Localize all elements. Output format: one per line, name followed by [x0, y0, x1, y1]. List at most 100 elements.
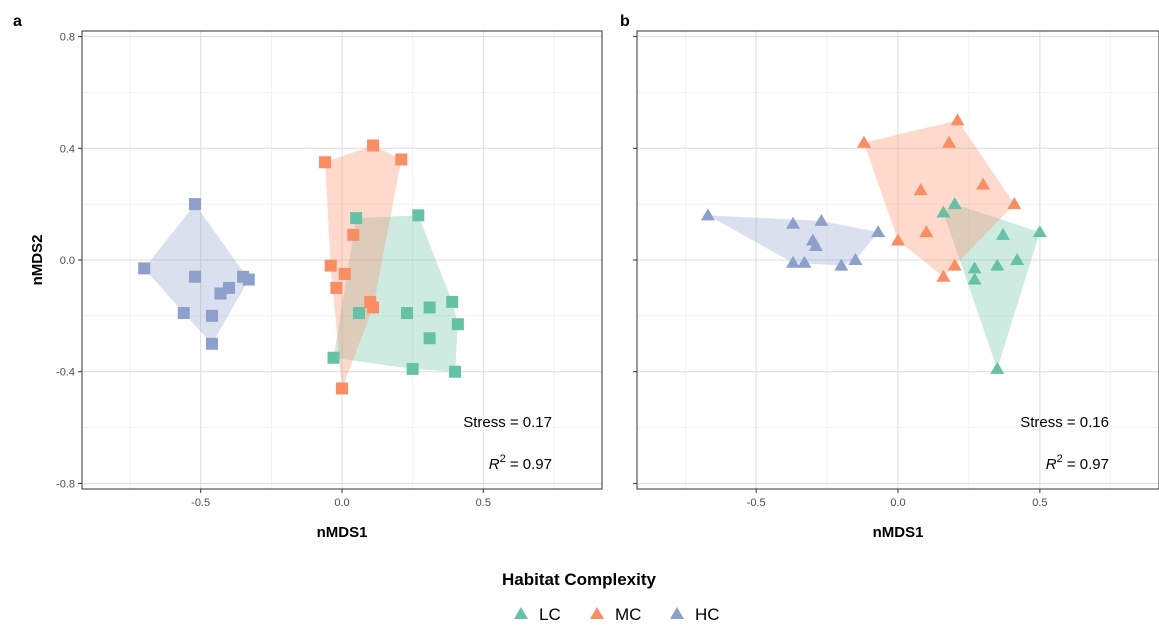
point-mc: [976, 177, 991, 190]
point-hc: [206, 337, 218, 350]
point-hc: [814, 213, 829, 226]
legend: Habitat Complexity LC MC HC: [502, 570, 720, 624]
point-mc: [856, 135, 871, 148]
point-lc: [350, 212, 363, 225]
point-hc: [138, 262, 151, 275]
point-mc: [395, 153, 408, 166]
panel-label: a: [13, 13, 22, 30]
point-mc: [336, 382, 348, 395]
x-tick-label: 0.0: [334, 497, 349, 509]
legend-item-mc: MC: [590, 605, 641, 624]
x-tick-label: 0.5: [1032, 497, 1047, 509]
x-axis: -0.5 0.0 0.5: [191, 489, 491, 509]
point-lc: [1010, 253, 1025, 265]
point-hc: [848, 253, 863, 265]
panel-label: b: [620, 13, 630, 30]
legend-marker-hc: [670, 607, 684, 619]
r2-annotation: R2 = 0.97: [489, 453, 552, 473]
r2-annotation: R2 = 0.97: [1046, 453, 1109, 473]
point-mc: [913, 183, 928, 196]
y-axis: -0.8 -0.4 0.0 0.4 0.8: [56, 32, 82, 490]
point-lc: [406, 362, 419, 375]
point-lc: [967, 261, 982, 274]
x-axis-title: nMDS1: [873, 524, 924, 541]
point-mc: [942, 135, 957, 148]
point-lc: [352, 307, 365, 320]
x-tick-label: -0.5: [747, 497, 766, 509]
point-lc: [990, 258, 1005, 271]
point-lc: [423, 301, 436, 314]
point-lc: [947, 197, 962, 210]
point-lc: [1032, 225, 1047, 238]
point-mc: [936, 269, 951, 282]
point-mc: [891, 233, 905, 246]
x-axis-title: nMDS1: [317, 524, 368, 541]
point-mc: [319, 156, 332, 169]
y-axis-title: nMDS2: [29, 235, 46, 286]
legend-label: MC: [615, 605, 641, 624]
point-lc: [327, 351, 340, 364]
point-mc: [324, 259, 337, 272]
point-hc: [786, 216, 801, 229]
point-mc: [338, 267, 351, 280]
point-lc: [451, 318, 464, 331]
grid: [82, 31, 602, 489]
point-mc: [1007, 197, 1022, 210]
stress-annotation: Stress = 0.16: [1020, 414, 1109, 431]
point-hc: [242, 273, 255, 286]
hull-mc: [863, 120, 1015, 277]
legend-items: LC MC HC: [514, 605, 720, 624]
hull-mc: [325, 145, 402, 389]
points: [700, 113, 1047, 374]
point-hc: [189, 270, 202, 283]
x-tick-label: -0.5: [191, 497, 210, 509]
legend-item-hc: HC: [670, 605, 720, 624]
x-tick-label: 0.5: [476, 497, 491, 509]
point-lc: [401, 307, 413, 320]
point-hc: [206, 309, 218, 322]
point-hc: [214, 287, 227, 300]
legend-label: LC: [539, 605, 561, 624]
point-hc: [808, 239, 823, 252]
grid: [637, 31, 1159, 489]
point-lc: [967, 272, 982, 285]
point-hc: [177, 307, 190, 320]
point-hc: [797, 255, 812, 268]
point-lc: [449, 365, 462, 378]
hull-lc: [943, 204, 1040, 369]
point-mc: [950, 113, 965, 126]
point-lc: [412, 209, 425, 222]
panel-b: -0.5 0.0 0.5 nMDS1 b Stress = 0.16 R2 = 0.97: [620, 13, 1159, 541]
point-hc: [786, 255, 801, 268]
point-lc: [936, 205, 951, 218]
point-lc: [446, 295, 459, 308]
y-tick-label: 0.4: [60, 143, 75, 155]
x-axis: -0.5 0.0 0.5: [747, 489, 1047, 509]
y-tick-label: -0.4: [56, 367, 75, 379]
legend-title: Habitat Complexity: [502, 570, 657, 589]
legend-marker-mc: [590, 607, 604, 619]
point-hc: [834, 258, 849, 271]
point-hc: [871, 225, 886, 238]
y-tick-label: 0.0: [60, 255, 75, 267]
legend-item-lc: LC: [514, 605, 561, 624]
legend-marker-lc: [514, 607, 528, 619]
panels: -0.5 0.0 0.5 -0.8 -0.4 0.0 0.4 0.8 nMDS1 nMDS2 a St…: [13, 13, 1159, 541]
stress-annotation: Stress = 0.17: [463, 414, 552, 431]
y-tick-label: -0.8: [56, 478, 75, 490]
panel-a: -0.5 0.0 0.5 -0.8 -0.4 0.0 0.4 0.8 nMDS1 nMDS2 a St…: [13, 13, 603, 541]
y-tick-label: 0.8: [60, 32, 75, 44]
point-mc: [367, 139, 380, 152]
point-mc: [347, 228, 360, 241]
point-mc: [330, 281, 343, 294]
point-hc: [700, 208, 715, 221]
point-mc: [947, 258, 962, 271]
hulls: [707, 120, 1040, 369]
point-lc: [990, 361, 1005, 374]
point-lc: [995, 227, 1010, 240]
points: [138, 139, 464, 395]
x-tick-label: 0.0: [890, 497, 905, 509]
point-lc: [423, 332, 436, 345]
hull-hc: [707, 215, 879, 266]
